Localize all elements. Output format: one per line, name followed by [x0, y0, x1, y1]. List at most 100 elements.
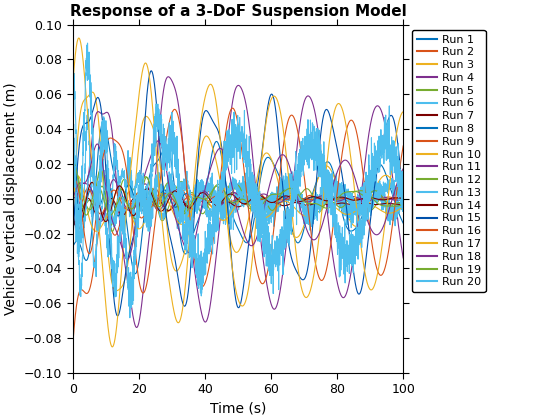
- Run 2: [221, 199, 228, 204]
- Run 20: [86, 74, 93, 79]
- Run 11: [222, 199, 228, 204]
- Run 8: [390, 196, 397, 201]
- Run 15: [222, 172, 228, 177]
- Line: Run 8: Run 8: [73, 169, 403, 219]
- Run 3: [89, 89, 96, 94]
- Run 19: [390, 204, 397, 209]
- Run 12: [390, 202, 397, 207]
- Line: Run 1: Run 1: [73, 122, 403, 274]
- Run 8: [86, 188, 93, 193]
- Run 7: [390, 202, 397, 207]
- Run 17: [69, 84, 76, 89]
- Run 8: [78, 217, 85, 222]
- Run 5: [69, 158, 76, 163]
- Run 4: [69, 196, 76, 201]
- Run 10: [390, 210, 397, 215]
- Run 2: [390, 196, 397, 201]
- Run 10: [93, 229, 100, 234]
- Run 11: [69, 218, 76, 223]
- Run 3: [69, 222, 76, 227]
- Run 7: [69, 217, 76, 222]
- Run 15: [390, 118, 397, 123]
- Run 4: [165, 74, 171, 79]
- Run 4: [390, 184, 397, 189]
- Run 13: [80, 236, 86, 241]
- Run 10: [222, 218, 228, 223]
- Run 11: [110, 177, 117, 182]
- Run 17: [222, 192, 228, 197]
- Run 11: [390, 197, 397, 202]
- Run 20: [390, 163, 397, 168]
- Run 3: [400, 201, 407, 206]
- Run 6: [230, 210, 237, 215]
- Run 20: [69, 100, 76, 105]
- Run 12: [108, 223, 114, 228]
- Run 4: [222, 169, 228, 174]
- Line: Run 19: Run 19: [73, 162, 403, 215]
- Run 10: [86, 218, 93, 223]
- Run 7: [86, 197, 93, 202]
- Run 12: [97, 167, 104, 172]
- Run 13: [330, 186, 337, 191]
- Run 19: [69, 159, 76, 164]
- Run 10: [230, 206, 237, 211]
- Run 8: [400, 196, 407, 201]
- Run 3: [230, 247, 237, 252]
- Run 3: [113, 288, 120, 293]
- Run 7: [222, 199, 228, 204]
- Run 11: [330, 198, 337, 203]
- Run 9: [86, 188, 93, 193]
- Run 13: [390, 186, 397, 191]
- Run 13: [230, 186, 237, 192]
- Run 14: [400, 196, 407, 201]
- Run 1: [390, 197, 397, 202]
- Line: Run 10: Run 10: [73, 176, 403, 231]
- Run 16: [140, 291, 147, 296]
- Run 9: [230, 198, 237, 203]
- Run 18: [124, 257, 130, 262]
- Run 16: [221, 137, 228, 142]
- Y-axis label: Vehicle vertical displacement (m): Vehicle vertical displacement (m): [4, 82, 18, 315]
- Run 12: [330, 200, 337, 205]
- Run 4: [133, 325, 140, 330]
- Run 19: [222, 190, 228, 195]
- Run 4: [86, 163, 93, 168]
- Run 19: [83, 213, 90, 218]
- Run 3: [390, 181, 397, 186]
- Run 6: [330, 181, 337, 186]
- Run 15: [114, 313, 121, 318]
- Run 15: [148, 68, 155, 74]
- Run 13: [86, 167, 93, 172]
- Run 17: [230, 276, 237, 281]
- Run 18: [86, 169, 93, 174]
- Run 11: [86, 184, 93, 189]
- Run 12: [390, 202, 397, 207]
- Run 17: [330, 114, 337, 119]
- Line: Run 14: Run 14: [73, 182, 403, 230]
- Run 4: [400, 255, 407, 260]
- Run 1: [400, 220, 407, 226]
- Line: Run 9: Run 9: [73, 189, 403, 222]
- Line: Run 16: Run 16: [73, 108, 403, 293]
- Run 16: [86, 251, 93, 256]
- Run 14: [390, 195, 397, 200]
- Line: Run 6: Run 6: [73, 74, 403, 297]
- Run 1: [132, 271, 139, 276]
- Run 16: [230, 106, 237, 111]
- Run 18: [390, 191, 397, 196]
- Run 14: [86, 183, 93, 188]
- Run 9: [71, 220, 78, 225]
- Run 3: [330, 172, 337, 177]
- Title: Response of a 3-DoF Suspension Model: Response of a 3-DoF Suspension Model: [69, 4, 407, 19]
- Run 18: [390, 191, 397, 196]
- Run 2: [86, 287, 93, 292]
- Run 17: [390, 149, 397, 154]
- Run 8: [230, 200, 237, 205]
- Run 4: [390, 186, 397, 191]
- Run 9: [390, 196, 397, 201]
- Line: Run 18: Run 18: [73, 141, 403, 260]
- Run 8: [330, 196, 337, 201]
- Run 19: [69, 159, 76, 164]
- Run 9: [69, 218, 76, 223]
- Run 16: [229, 105, 236, 110]
